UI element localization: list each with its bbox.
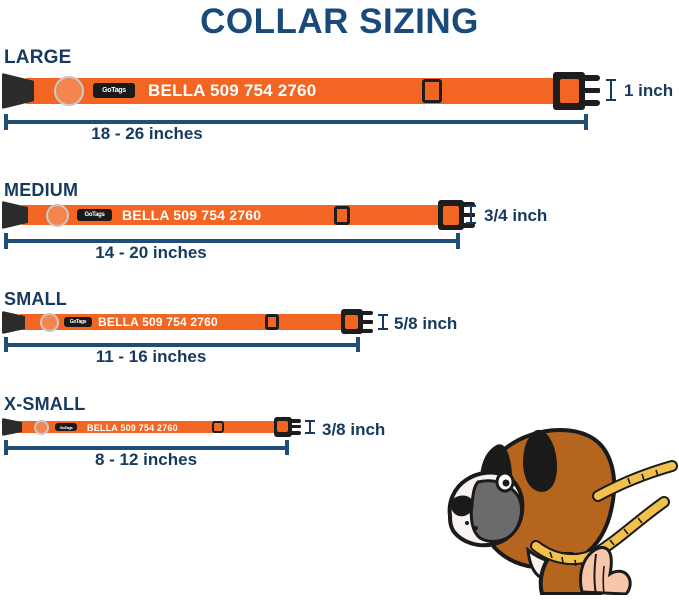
keeper-loop-icon [334, 206, 350, 225]
dimension-cap-left [4, 337, 8, 352]
brand-tag-label: GoTags [59, 424, 73, 430]
engraved-text: BELLA 509 754 2760 [148, 81, 317, 100]
width-indicator-small [378, 314, 388, 330]
buckle-prong-bottom [359, 329, 373, 333]
keeper-loop-icon [422, 79, 442, 103]
width-value-x-small: 3/8 inch [322, 420, 386, 439]
brand-tag: GoTags [55, 423, 77, 431]
brand-tag: GoTags [64, 317, 92, 327]
size-label-medium: MEDIUM [4, 180, 79, 200]
dimension-line-x-small [6, 446, 287, 450]
buckle-end-left-icon [2, 311, 25, 334]
dimension-line-medium [6, 239, 458, 243]
collar-large: GoTags BELLA 509 754 2760 [2, 70, 602, 112]
brand-tag: GoTags [93, 83, 135, 98]
size-label-large: LARGE [4, 47, 72, 68]
brand-tag-label: GoTags [102, 87, 126, 94]
buckle-core [560, 79, 579, 103]
length-value-x-small: 8 - 12 inches [94, 450, 198, 469]
buckle-prong-bottom [580, 100, 600, 106]
collar-medium: GoTags BELLA 509 754 2760 [2, 198, 502, 232]
buckle-prong-middle [359, 320, 373, 324]
d-ring-icon [34, 420, 49, 435]
dimension-cap-left [4, 233, 8, 249]
width-indicator-large [606, 79, 616, 101]
size-label-small: SMALL [4, 289, 67, 309]
d-ring-icon [46, 204, 69, 227]
length-value-large: 18 - 26 inches [91, 124, 203, 143]
width-indicator-x-small [305, 420, 315, 434]
buckle-end-left-icon [2, 418, 22, 436]
buckle-prong-top [580, 75, 600, 81]
dimension-cap-right [584, 114, 588, 130]
length-value-medium: 14 - 20 inches [95, 243, 207, 262]
buckle-prong-bottom [289, 431, 301, 435]
brand-tag: GoTags [77, 209, 112, 221]
buckle-prong-top [459, 202, 475, 207]
dimension-line-large [6, 120, 586, 124]
brand-tag-label: GoTags [84, 212, 105, 218]
dimension-cap-right [285, 440, 289, 455]
dimension-cap-left [4, 440, 8, 455]
dimension-cap-right [456, 233, 460, 249]
size-label-x-small: X-SMALL [4, 394, 86, 414]
width-value-small: 5/8 inch [394, 314, 458, 333]
buckle-core [345, 315, 358, 329]
buckle-prong-middle [289, 425, 301, 428]
buckle-core [443, 206, 459, 225]
buckle-prong-top [289, 419, 301, 423]
width-value-medium: 3/4 inch [484, 206, 548, 225]
page-title: COLLAR SIZING [200, 2, 479, 41]
d-ring-icon [40, 313, 59, 332]
width-indicator-medium [466, 205, 476, 224]
buckle-prong-bottom [459, 223, 475, 228]
keeper-loop-icon [212, 421, 224, 433]
length-value-small: 11 - 16 inches [95, 347, 207, 366]
dimension-line-small [6, 343, 358, 347]
dimension-cap-right [356, 337, 360, 352]
buckle-core [277, 421, 288, 432]
engraved-text: BELLA 509 754 2760 [122, 207, 262, 223]
engraved-text: BELLA 509 754 2760 [98, 315, 218, 329]
dog-measurement-illustration [432, 424, 679, 596]
dimension-cap-left [4, 114, 8, 130]
collar-small: GoTags BELLA 509 754 2760 [2, 308, 422, 336]
width-value-large: 1 inch [624, 81, 674, 100]
engraved-text: BELLA 509 754 2760 [87, 422, 178, 433]
collar-strap [18, 421, 286, 433]
brand-tag-label: GoTags [69, 319, 87, 325]
d-ring-icon [54, 76, 84, 106]
collar-x-small: GoTags BELLA 509 754 2760 [2, 415, 352, 439]
buckle-prong-middle [459, 213, 475, 217]
buckle-prong-middle [580, 88, 600, 93]
buckle-prong-top [359, 311, 373, 315]
keeper-loop-icon [265, 314, 279, 330]
